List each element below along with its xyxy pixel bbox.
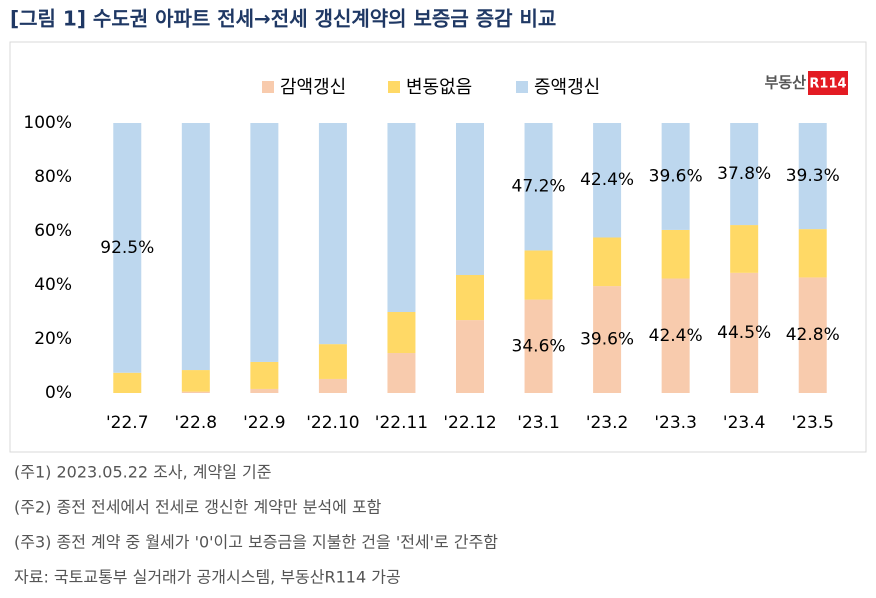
x-tick-label: '22.7	[106, 413, 149, 433]
note: (주1) 2023.05.22 조사, 계약일 기준	[14, 463, 271, 482]
bar-segment	[661, 278, 690, 393]
bar-segment	[524, 123, 553, 251]
bar-segment	[181, 370, 210, 392]
bar-segment	[387, 312, 416, 354]
legend-swatch	[516, 81, 528, 93]
bar-segment	[456, 275, 484, 321]
value-label: 39.6%	[649, 166, 703, 186]
chart-title: [그림 1] 수도권 아파트 전세→전세 갱신계약의 보증금 증감 비교	[10, 7, 556, 31]
bar-segment	[318, 378, 347, 393]
bar-segment	[593, 286, 622, 393]
value-label: 39.3%	[786, 166, 840, 186]
bar-segment	[250, 123, 279, 362]
y-tick-label: 60%	[34, 221, 72, 241]
bar-segment	[730, 225, 759, 273]
x-tick-label: '23.5	[791, 413, 834, 433]
legend-swatch	[388, 81, 400, 93]
x-tick-label: '22.12	[443, 413, 496, 433]
bar-segment	[387, 123, 416, 312]
bar-segment	[798, 277, 827, 393]
x-tick-label: '23.4	[723, 413, 766, 433]
bar-segment	[798, 123, 827, 230]
x-tick-label: '23.2	[586, 413, 629, 433]
bar-segment	[318, 123, 347, 345]
bar-segment	[456, 320, 484, 393]
bar-segment	[181, 123, 210, 371]
note: 자료: 국토교통부 실거래가 공개시스템, 부동산R114 가공	[14, 568, 401, 587]
bar-segment	[113, 372, 142, 393]
logo: 부동산	[765, 74, 807, 92]
bar-segment	[661, 229, 690, 279]
bar-segment	[456, 123, 484, 276]
logo-badge-bg	[808, 71, 848, 95]
bar-segment	[318, 344, 347, 379]
value-label: 37.8%	[717, 164, 771, 184]
legend-label: 감액갱신	[280, 77, 346, 98]
bar-segment	[113, 123, 142, 373]
bar-segment	[798, 229, 827, 278]
value-label: 42.8%	[786, 325, 840, 345]
value-label: 42.4%	[580, 170, 634, 190]
bar-segment	[387, 353, 416, 393]
value-label: 39.6%	[580, 330, 634, 350]
bar-segment	[593, 123, 622, 238]
bar-segment	[181, 391, 210, 393]
chart-frame	[9, 41, 867, 453]
bar-segment	[524, 299, 553, 393]
value-label: 42.4%	[649, 326, 703, 346]
note: (주3) 종전 계약 중 월세가 '0'이고 보증금을 지불한 건을 '전세'로…	[14, 533, 498, 552]
value-label: 92.5%	[100, 238, 154, 258]
bar-segment	[250, 361, 279, 389]
y-tick-label: 80%	[34, 167, 72, 187]
value-label: 44.5%	[717, 323, 771, 343]
x-tick-label: '22.8	[175, 413, 218, 433]
note: (주2) 종전 전세에서 전세로 갱신한 계약만 분석에 포함	[14, 498, 382, 517]
x-tick-label: '22.11	[375, 413, 428, 433]
bar-segment	[661, 123, 690, 230]
bar-segment	[524, 250, 553, 300]
legend-label: 변동없음	[406, 77, 472, 98]
bar-segment	[730, 123, 759, 226]
y-tick-label: 0%	[45, 383, 72, 403]
x-tick-label: '22.10	[306, 413, 359, 433]
x-tick-label: '22.9	[243, 413, 286, 433]
bar-segment	[730, 272, 759, 393]
value-label: 34.6%	[512, 336, 566, 356]
y-tick-label: 40%	[34, 275, 72, 295]
y-tick-label: 100%	[23, 113, 72, 133]
bar-segment	[593, 237, 622, 287]
legend-swatch	[262, 81, 274, 93]
logo-badge: R114	[809, 77, 846, 92]
legend-label: 증액갱신	[534, 77, 600, 98]
value-label: 47.2%	[512, 177, 566, 197]
x-tick-label: '23.3	[654, 413, 697, 433]
y-tick-label: 20%	[34, 329, 72, 349]
x-tick-label: '23.1	[517, 413, 560, 433]
bar-segment	[250, 388, 279, 393]
